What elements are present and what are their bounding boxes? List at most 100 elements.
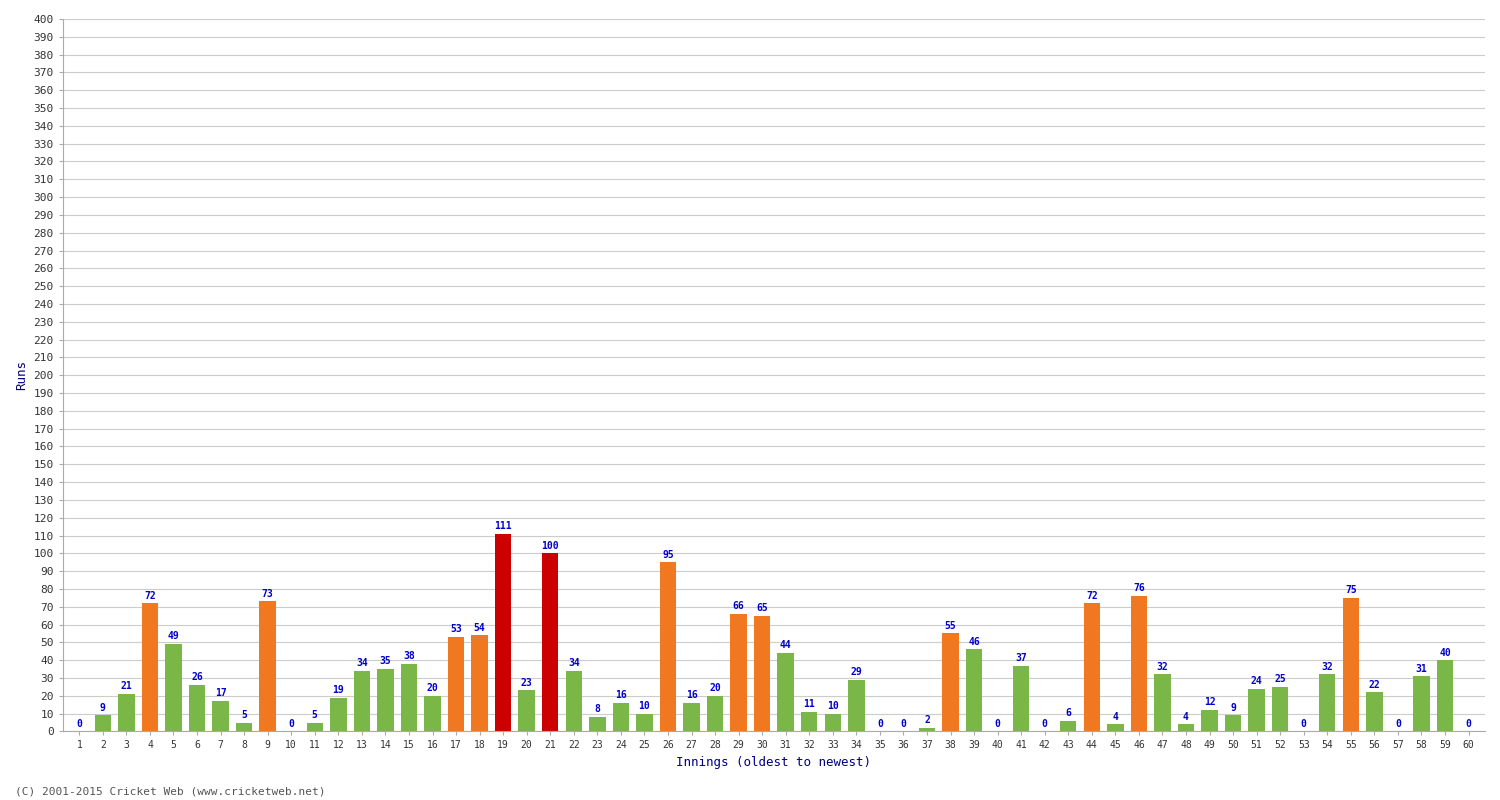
Bar	[1107, 724, 1124, 731]
Text: 72: 72	[1086, 590, 1098, 601]
Bar	[1226, 715, 1242, 731]
Text: 0: 0	[1042, 718, 1047, 729]
Bar	[754, 616, 771, 731]
Text: 34: 34	[356, 658, 368, 668]
Bar	[566, 671, 582, 731]
Bar	[471, 635, 488, 731]
Bar	[1413, 676, 1430, 731]
Bar	[141, 603, 158, 731]
Bar	[847, 680, 864, 731]
Bar	[706, 696, 723, 731]
Text: 26: 26	[190, 673, 202, 682]
Text: 46: 46	[968, 637, 980, 647]
Bar	[801, 712, 818, 731]
Text: 66: 66	[732, 601, 744, 611]
Bar	[1154, 674, 1170, 731]
Text: 73: 73	[262, 589, 273, 598]
Text: 4: 4	[1184, 712, 1190, 722]
Bar	[118, 694, 135, 731]
Bar	[1131, 596, 1148, 731]
Text: 2: 2	[924, 715, 930, 725]
Bar	[1318, 674, 1335, 731]
Bar	[306, 722, 322, 731]
Bar	[1178, 724, 1194, 731]
Bar	[825, 714, 842, 731]
Text: 20: 20	[710, 683, 722, 693]
Text: 31: 31	[1416, 663, 1428, 674]
Text: 6: 6	[1065, 708, 1071, 718]
Bar	[1202, 710, 1218, 731]
Text: 95: 95	[662, 550, 674, 559]
Text: 9: 9	[1230, 702, 1236, 713]
Text: 4: 4	[1113, 712, 1119, 722]
Bar	[684, 703, 699, 731]
Text: 29: 29	[850, 667, 862, 677]
Text: 0: 0	[994, 718, 1000, 729]
Text: 49: 49	[168, 631, 180, 642]
Bar	[1060, 721, 1077, 731]
Bar	[1342, 598, 1359, 731]
Bar	[1272, 687, 1288, 731]
Bar	[918, 728, 934, 731]
Bar	[236, 722, 252, 731]
Text: 44: 44	[780, 640, 792, 650]
Bar	[590, 717, 606, 731]
Text: 16: 16	[686, 690, 698, 700]
Bar	[165, 644, 182, 731]
Text: 12: 12	[1203, 698, 1215, 707]
Text: 0: 0	[1300, 718, 1306, 729]
Text: 75: 75	[1346, 585, 1356, 595]
Text: 11: 11	[804, 699, 814, 709]
Bar	[730, 614, 747, 731]
Text: 54: 54	[474, 622, 486, 633]
Text: 32: 32	[1322, 662, 1334, 672]
Text: 53: 53	[450, 624, 462, 634]
Text: 0: 0	[76, 718, 82, 729]
Bar	[424, 696, 441, 731]
Bar	[1248, 689, 1264, 731]
Bar	[400, 664, 417, 731]
Text: 10: 10	[639, 701, 651, 711]
Bar	[1437, 660, 1454, 731]
Text: 24: 24	[1251, 676, 1263, 686]
Y-axis label: Runs: Runs	[15, 360, 28, 390]
Text: 0: 0	[900, 718, 906, 729]
Text: 22: 22	[1368, 679, 1380, 690]
Bar	[942, 634, 958, 731]
Text: 35: 35	[380, 657, 392, 666]
Text: 38: 38	[404, 651, 416, 661]
Text: 76: 76	[1132, 583, 1144, 594]
Bar	[1013, 666, 1029, 731]
Text: 21: 21	[120, 682, 132, 691]
Text: 34: 34	[568, 658, 579, 668]
Text: 40: 40	[1438, 647, 1450, 658]
Text: 25: 25	[1275, 674, 1286, 684]
Bar	[189, 685, 206, 731]
X-axis label: Innings (oldest to newest): Innings (oldest to newest)	[676, 756, 871, 769]
Text: 10: 10	[827, 701, 839, 711]
Text: 9: 9	[100, 702, 106, 713]
Bar	[260, 602, 276, 731]
Bar	[777, 653, 794, 731]
Bar	[636, 714, 652, 731]
Bar	[1083, 603, 1100, 731]
Bar	[354, 671, 370, 731]
Bar	[612, 703, 628, 731]
Text: 17: 17	[214, 689, 226, 698]
Text: 0: 0	[878, 718, 884, 729]
Text: 23: 23	[520, 678, 532, 688]
Text: 19: 19	[333, 685, 344, 695]
Text: 5: 5	[242, 710, 248, 720]
Bar	[376, 669, 393, 731]
Text: 16: 16	[615, 690, 627, 700]
Text: 32: 32	[1156, 662, 1168, 672]
Text: 8: 8	[594, 705, 600, 714]
Text: 0: 0	[1395, 718, 1401, 729]
Bar	[330, 698, 346, 731]
Bar	[966, 650, 982, 731]
Bar	[213, 701, 230, 731]
Text: 5: 5	[312, 710, 318, 720]
Text: 0: 0	[288, 718, 294, 729]
Text: (C) 2001-2015 Cricket Web (www.cricketweb.net): (C) 2001-2015 Cricket Web (www.cricketwe…	[15, 786, 326, 796]
Bar	[94, 715, 111, 731]
